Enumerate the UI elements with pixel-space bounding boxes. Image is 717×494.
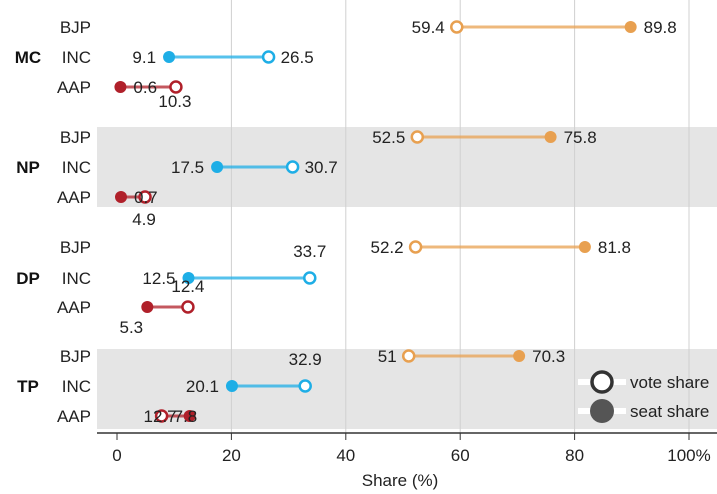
group-tp: TP BJP 51 70.3 INC 32.9 20.1 AAP 7.812.7 <box>17 347 565 426</box>
seat-share-label: 75.8 <box>564 128 597 147</box>
vote-share-label: 59.4 <box>412 18 445 37</box>
seat-share-marker <box>513 350 526 362</box>
vote-share-label: 33.7 <box>293 242 326 261</box>
party-label: INC <box>62 48 91 67</box>
seat-share-label: 81.8 <box>598 238 631 257</box>
x-axis-label: Share (%) <box>362 471 439 490</box>
x-tick-label: 40 <box>336 446 355 465</box>
x-axis: 0 20 40 60 80 100% Share (%) <box>97 432 717 490</box>
vote-share-label: 10.3 <box>158 92 191 111</box>
party-label: BJP <box>60 128 91 147</box>
party-label: AAP <box>57 407 91 426</box>
x-tick-label: 0 <box>112 446 121 465</box>
vote-share-marker <box>154 409 169 423</box>
group-label: MC <box>15 48 41 67</box>
seat-share-label: 89.8 <box>644 18 677 37</box>
seat-share-marker <box>141 301 154 313</box>
vote-share-label: 52.5 <box>372 128 405 147</box>
x-tick-label: 100% <box>667 446 710 465</box>
legend-seat-marker <box>590 399 614 423</box>
vote-share-label: 30.7 <box>305 158 338 177</box>
seat-share-label: 17.5 <box>171 158 204 177</box>
seat-share-marker <box>163 51 176 63</box>
legend: vote share seat share <box>578 370 709 423</box>
x-tick-label: 20 <box>222 446 241 465</box>
x-tick-labels: 0 20 40 60 80 100% <box>112 433 711 465</box>
vote-share-marker <box>181 300 195 314</box>
seat-share-label: 12.5 <box>142 269 175 288</box>
party-label: AAP <box>57 188 91 207</box>
vote-share-label: 32.9 <box>289 350 322 369</box>
seat-share-marker <box>115 191 128 203</box>
seat-share-marker <box>211 161 224 173</box>
group-dp: DP BJP 52.2 81.8 INC 33.7 12.5 AAP 12.4 5.3 <box>16 238 631 337</box>
vote-share-marker <box>138 190 152 204</box>
vote-share-marker <box>285 160 300 174</box>
legend-vote-marker <box>590 370 614 394</box>
seat-share-marker <box>182 272 195 284</box>
vote-share-marker <box>401 349 416 363</box>
seat-share-marker <box>225 380 238 392</box>
seat-share-marker <box>183 410 196 422</box>
seat-share-label: 5.3 <box>119 318 143 337</box>
vote-share-label: 51 <box>378 347 397 366</box>
vote-share-label: 12.4 <box>171 277 204 296</box>
party-label: INC <box>62 158 91 177</box>
vote-share-marker <box>450 20 464 34</box>
vote-share-marker <box>298 379 312 393</box>
gridlines <box>230 0 690 433</box>
group-label: NP <box>16 158 40 177</box>
vote-share-marker <box>410 130 425 144</box>
seat-share-label: 9.1 <box>132 48 156 67</box>
seat-share-marker <box>114 81 127 93</box>
party-label: AAP <box>57 78 91 97</box>
vote-share-marker <box>261 50 276 64</box>
vote-share-label: 26.5 <box>281 48 314 67</box>
seat-share-label: 70.3 <box>532 347 565 366</box>
seat-share-label: 0.7 <box>134 188 158 207</box>
party-label: BJP <box>60 347 91 366</box>
seat-share-label: 12.7 <box>144 407 177 426</box>
vote-share-label: 7.8 <box>174 407 198 426</box>
party-label: INC <box>62 377 91 396</box>
chart-rows: MC BJP 59.4 89.8 INC 26.5 9.1 AAP 10.30.6 NP BJP 52… <box>15 18 677 426</box>
party-label: INC <box>62 269 91 288</box>
seat-share-marker <box>544 131 557 143</box>
vote-share-marker <box>169 80 183 94</box>
seat-share-marker <box>578 241 591 253</box>
vote-share-label: 52.2 <box>370 238 403 257</box>
seat-share-marker <box>624 21 637 33</box>
x-tick-label: 60 <box>451 446 470 465</box>
group-band-np <box>97 127 717 207</box>
legend-seat-label: seat share <box>630 402 709 421</box>
party-label: BJP <box>60 238 91 257</box>
vote-share-marker <box>408 240 423 254</box>
party-label: AAP <box>57 298 91 317</box>
seat-share-label: 0.6 <box>133 78 157 97</box>
vote-share-marker <box>303 271 317 285</box>
group-mc: MC BJP 59.4 89.8 INC 26.5 9.1 AAP 10.30.6 <box>15 18 677 111</box>
group-np: NP BJP 52.5 75.8 INC 30.7 17.5 AAP 4.9 0.7 <box>16 128 596 229</box>
group-label: DP <box>16 269 40 288</box>
seat-share-label: 20.1 <box>186 377 219 396</box>
group-label: TP <box>17 377 39 396</box>
party-label: BJP <box>60 18 91 37</box>
x-tick-label: 80 <box>565 446 584 465</box>
vote-share-label: 4.9 <box>132 210 156 229</box>
legend-vote-label: vote share <box>630 373 709 392</box>
